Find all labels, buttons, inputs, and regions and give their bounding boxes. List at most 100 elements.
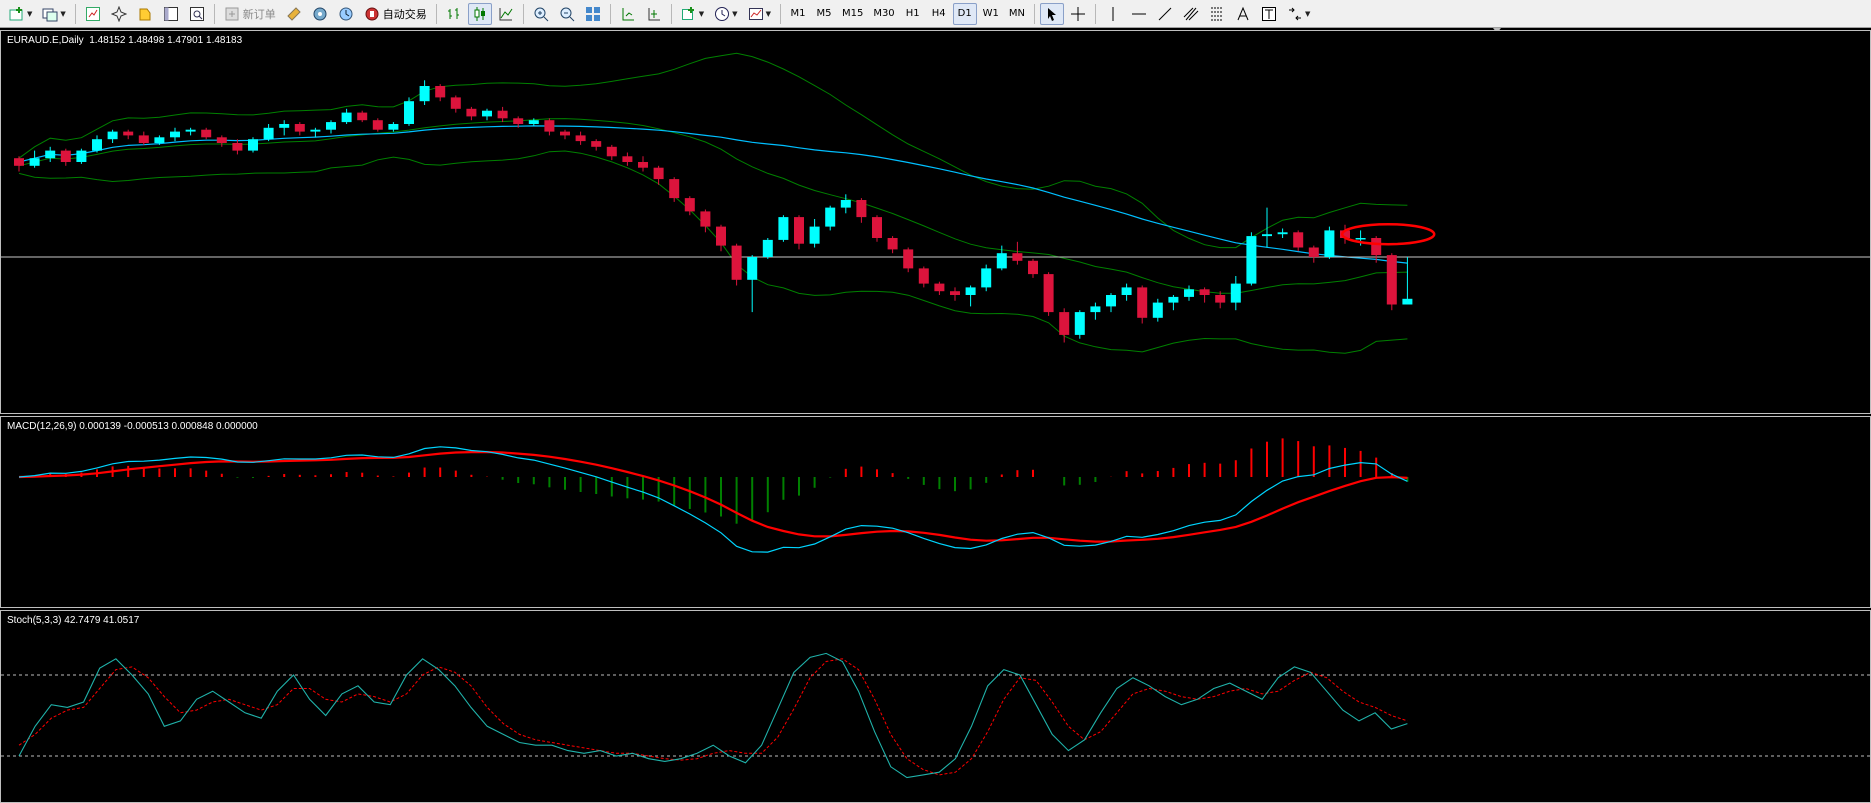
timeframe-m15[interactable]: M15 bbox=[841, 8, 864, 19]
timeframe-m1[interactable]: M1 bbox=[790, 8, 806, 19]
metaeditor-button[interactable] bbox=[282, 3, 306, 25]
bullish-candle bbox=[1277, 232, 1288, 235]
fibonacci-button[interactable] bbox=[1205, 3, 1229, 25]
options-icon bbox=[313, 7, 327, 20]
bearish-candle bbox=[918, 268, 929, 284]
tile-windows-icon bbox=[585, 6, 600, 21]
bearish-candle bbox=[731, 245, 742, 280]
data-window-icon bbox=[163, 6, 178, 21]
auto-trading-label: 自动交易 bbox=[382, 7, 427, 21]
bearish-candle bbox=[466, 108, 477, 117]
bullish-candle bbox=[482, 110, 492, 117]
bullish-candle bbox=[341, 112, 352, 123]
navigator-button[interactable] bbox=[107, 3, 131, 25]
profiles-button[interactable]: ▼ bbox=[38, 3, 69, 25]
upper-band-line bbox=[18, 52, 1408, 249]
bullish-candle bbox=[1121, 287, 1132, 295]
bullish-candle bbox=[825, 207, 836, 227]
bullish-candle bbox=[419, 86, 430, 102]
text-label-button[interactable] bbox=[1257, 3, 1281, 25]
autoscroll-icon bbox=[648, 7, 660, 20]
bearish-candle bbox=[934, 283, 945, 292]
bullish-candle bbox=[1246, 236, 1257, 284]
bearish-candle bbox=[1012, 253, 1023, 261]
bullish-candle bbox=[1184, 289, 1194, 297]
horizontal-line-button[interactable] bbox=[1127, 3, 1151, 25]
timeframe-h1[interactable]: H1 bbox=[905, 8, 920, 19]
stochastic-svg bbox=[1, 652, 1870, 779]
new-order-button[interactable]: 新订单 bbox=[220, 3, 280, 25]
arrows-button[interactable]: ▼ bbox=[1283, 3, 1314, 25]
zoom-out-button[interactable] bbox=[555, 3, 579, 25]
indicators-button[interactable]: ▼ bbox=[677, 3, 708, 25]
zoom-in-button[interactable] bbox=[529, 3, 553, 25]
bearish-candle bbox=[216, 137, 227, 143]
metaeditor-icon bbox=[287, 6, 301, 21]
data-window-button[interactable] bbox=[159, 3, 183, 25]
market-watch-button[interactable] bbox=[81, 3, 105, 25]
price-chart-svg bbox=[1, 52, 1870, 354]
bearish-candle bbox=[138, 135, 149, 143]
text-button[interactable] bbox=[1231, 3, 1255, 25]
candlestick-button[interactable] bbox=[467, 2, 492, 25]
lower-band-line bbox=[18, 150, 1408, 354]
templates-button[interactable]: ▼ bbox=[744, 3, 775, 25]
favorites-button[interactable] bbox=[133, 3, 157, 25]
tile-windows-button[interactable] bbox=[581, 3, 605, 25]
bearish-candle bbox=[622, 156, 633, 162]
macd-panel[interactable]: MACD(12,26,9) 0.000139 -0.000513 0.00084… bbox=[0, 416, 1871, 608]
toolbar-separator bbox=[779, 3, 781, 24]
toolbar-separator bbox=[522, 3, 524, 24]
periods-button[interactable]: ▼ bbox=[710, 3, 741, 25]
bullish-candle bbox=[263, 127, 274, 140]
bearish-candle bbox=[294, 124, 305, 132]
bullish-candle bbox=[809, 226, 820, 244]
periods-icon bbox=[715, 6, 730, 21]
price-chart-panel[interactable]: EURAUD.E,Daily 1.48152 1.48498 1.47901 1… bbox=[0, 30, 1871, 414]
cursor-button[interactable] bbox=[1040, 2, 1065, 25]
bearish-candle bbox=[1137, 287, 1148, 318]
bearish-candle bbox=[201, 129, 212, 138]
bearish-candle bbox=[1028, 260, 1038, 275]
timeframe-w1[interactable]: W1 bbox=[982, 8, 999, 19]
navigator-icon bbox=[110, 5, 127, 22]
bullish-candle bbox=[45, 150, 56, 159]
bearish-candle bbox=[1199, 289, 1210, 295]
autoscroll-button[interactable] bbox=[642, 3, 666, 25]
timeframe-mn[interactable]: MN bbox=[1008, 8, 1026, 19]
new-chart-button[interactable]: ▼ bbox=[5, 3, 36, 25]
bullish-candle bbox=[154, 137, 165, 143]
line-chart-button[interactable] bbox=[494, 3, 518, 25]
timeframe-d1[interactable]: D1 bbox=[952, 2, 977, 25]
bearish-candle bbox=[856, 200, 867, 218]
terminal-button[interactable] bbox=[185, 3, 209, 25]
timeframe-m5[interactable]: M5 bbox=[816, 8, 832, 19]
auto-trading-button[interactable]: 自动交易 bbox=[360, 3, 431, 25]
auto-trading-icon bbox=[365, 7, 379, 20]
profiles-icon bbox=[42, 8, 58, 21]
vertical-line-button[interactable] bbox=[1101, 3, 1125, 25]
timeframe-m30[interactable]: M30 bbox=[873, 8, 895, 19]
market-watch-icon bbox=[85, 6, 100, 21]
bullish-candle bbox=[1090, 306, 1101, 313]
stochastic-main-line bbox=[18, 652, 1408, 779]
text-label-icon bbox=[1262, 6, 1277, 21]
toolbar-separator bbox=[74, 3, 76, 24]
equidistant-channel-button[interactable] bbox=[1179, 3, 1203, 25]
options-button[interactable] bbox=[308, 3, 332, 25]
bearish-candle bbox=[14, 158, 24, 166]
bearish-candle bbox=[1293, 232, 1304, 248]
crosshair-button[interactable] bbox=[1066, 3, 1090, 25]
bullish-candle bbox=[747, 257, 758, 280]
arrows-icon bbox=[1289, 7, 1302, 20]
stochastic-panel[interactable]: Stoch(5,3,3) 42.7479 41.0517 bbox=[0, 610, 1871, 803]
bearish-candle bbox=[123, 131, 134, 136]
macd-label: MACD(12,26,9) 0.000139 -0.000513 0.00084… bbox=[7, 421, 258, 432]
history-button[interactable] bbox=[334, 3, 358, 25]
trendline-button[interactable] bbox=[1153, 3, 1177, 25]
bullish-candle bbox=[170, 131, 180, 138]
chart-shift-button[interactable] bbox=[616, 3, 640, 25]
bar-chart-button[interactable] bbox=[442, 3, 466, 25]
annotation-ellipse bbox=[1340, 222, 1436, 246]
timeframe-h4[interactable]: H4 bbox=[931, 8, 946, 19]
